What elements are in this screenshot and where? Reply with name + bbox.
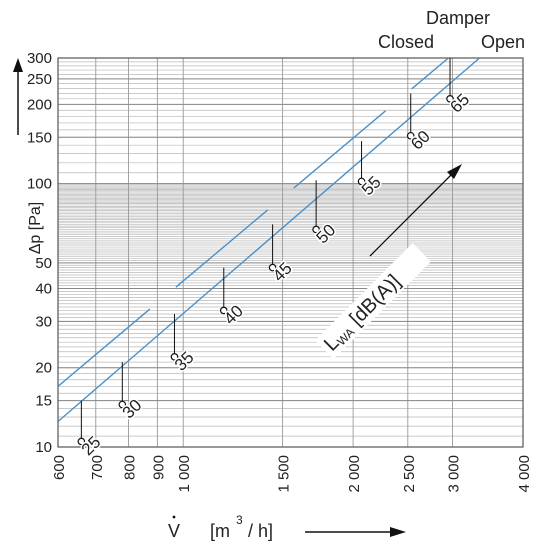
data-point <box>170 353 179 361</box>
lwa-arrow <box>369 164 462 257</box>
x-tick-label: 3 000 <box>445 455 462 493</box>
y-tick-label: 200 <box>27 96 52 113</box>
x-tick-label: 900 <box>150 455 167 480</box>
tick-labels: 10 15 20 30 40 50 100 150 200 250 300 600 700 800 900 1… <box>27 50 533 493</box>
y-tick-label: 50 <box>35 255 52 272</box>
x-tick-label: 2 500 <box>401 455 418 493</box>
y-tick-label: 20 <box>35 360 52 377</box>
x-axis-arrow <box>305 527 406 537</box>
svg-text:/ h]: / h] <box>248 521 273 541</box>
x-tick-label: 1 500 <box>276 455 293 493</box>
data-point <box>357 177 366 186</box>
y-tick-label: 300 <box>27 50 52 67</box>
data-point <box>268 263 277 272</box>
x-tick-label: 700 <box>89 455 106 480</box>
svg-text:[m: [m <box>210 521 230 541</box>
y-tick-label: 150 <box>27 129 52 146</box>
x-tick-label: 600 <box>51 455 68 480</box>
series-lines <box>58 58 480 423</box>
damper-closed-label: Closed <box>378 32 434 52</box>
x-tick-label: 800 <box>122 455 139 480</box>
y-axis-label: Δp [Pa] <box>27 202 44 255</box>
svg-text:LWA[dB(A)]: LWA[dB(A)] <box>320 270 406 356</box>
series-line-closed <box>58 58 449 387</box>
damper-open-label: Open <box>481 32 525 52</box>
svg-text:3: 3 <box>236 513 243 527</box>
svg-text:V: V <box>168 521 180 541</box>
x-tick-label: 1 000 <box>176 455 193 493</box>
x-tick-label: 4 000 <box>516 455 533 493</box>
data-point <box>446 94 454 103</box>
data-point <box>77 437 86 446</box>
plot-frame <box>57 57 524 448</box>
y-tick-label: 30 <box>35 313 52 330</box>
data-point <box>219 306 228 315</box>
series-line-open <box>58 58 480 423</box>
y-axis-arrow <box>13 58 23 135</box>
y-tick-label: 10 <box>35 439 52 456</box>
damper-label: Damper <box>426 8 490 28</box>
x-axis-label: V [m 3 / h] <box>168 513 273 541</box>
grid <box>57 57 524 448</box>
y-tick-label: 15 <box>35 393 52 410</box>
data-point <box>406 131 415 140</box>
x-tick-label: 2 000 <box>346 455 363 493</box>
y-tick-label: 40 <box>35 280 52 297</box>
y-tick-label: 100 <box>27 176 52 193</box>
y-tick-label: 250 <box>27 71 52 88</box>
data-point <box>118 400 127 409</box>
data-point <box>312 225 320 234</box>
